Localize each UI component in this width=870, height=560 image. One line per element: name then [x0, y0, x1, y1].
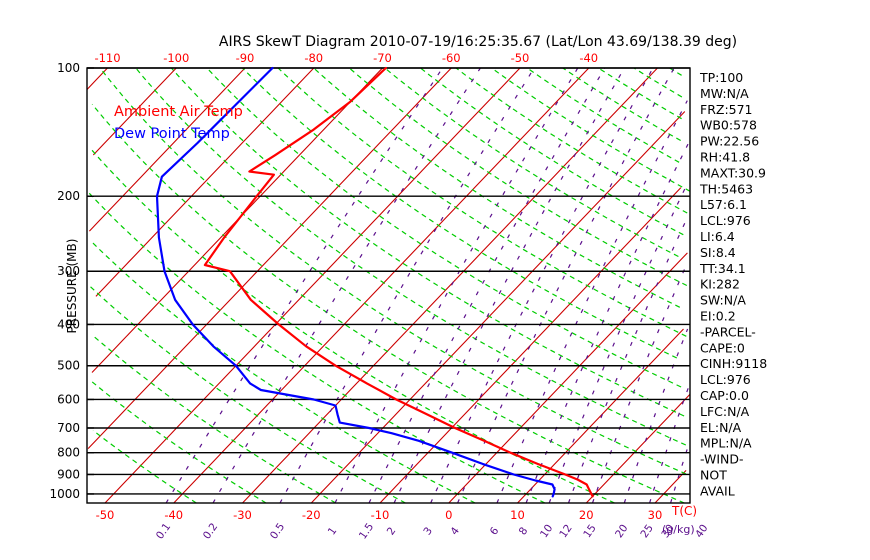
pressure-tick-label: 400	[57, 317, 80, 331]
info-panel-row: L57:6.1	[700, 197, 747, 212]
mixing-ratio-axis-label: (g/kg)	[662, 523, 695, 536]
temperature-axis-label: T(C)	[671, 504, 697, 518]
bottom-temperature-ticks: -50 -40 -30 -20 -10 0 10 20 30	[96, 508, 663, 522]
top-temperature-tick-label: -70	[373, 51, 392, 65]
info-panel-row: LFC:N/A	[700, 404, 750, 419]
bottom-temperature-tick-label: -10	[371, 508, 390, 522]
info-panel-row: RH:41.8	[700, 150, 750, 165]
info-panel-row: TH:5463	[699, 181, 753, 196]
pressure-tick-label: 200	[57, 189, 80, 203]
info-panel-row: LI:6.4	[700, 229, 735, 244]
info-panel: TP:100MW:N/AFRZ:571WB0:578PW:22.56RH:41.…	[699, 70, 767, 498]
bottom-temperature-tick-label: 20	[579, 508, 594, 522]
pressure-tick-label: 1000	[49, 487, 80, 501]
bottom-temperature-tick-label: -30	[233, 508, 252, 522]
info-panel-row: MW:N/A	[700, 86, 749, 101]
info-panel-row: LCL:976	[700, 213, 751, 228]
pressure-axis-label: PRESSURE (MB)	[65, 239, 79, 334]
bottom-temperature-tick-label: -40	[164, 508, 183, 522]
info-panel-row: NOT	[700, 468, 727, 483]
info-panel-row: WB0:578	[700, 118, 757, 133]
info-panel-row: PW:22.56	[700, 134, 759, 149]
top-temperature-tick-label: -40	[579, 51, 598, 65]
top-temperature-tick-label: -90	[236, 51, 255, 65]
legend-dewpoint-label: Dew Point Temp	[114, 126, 230, 142]
pressure-tick-label: 300	[57, 264, 80, 278]
sounding-profiles	[155, 66, 594, 498]
info-panel-row: -PARCEL-	[700, 324, 756, 339]
info-panel-row: EI:0.2	[700, 309, 736, 324]
bottom-temperature-tick-label: 10	[510, 508, 525, 522]
pressure-ticks: 100 200 300 400 500 600 700 800 900 1000	[49, 61, 94, 501]
info-panel-row: LCL:976	[700, 372, 751, 387]
pressure-tick-label: 700	[57, 421, 80, 435]
plot-frame	[86, 67, 691, 504]
pressure-tick-label: 800	[57, 446, 80, 460]
info-panel-row: SW:N/A	[700, 293, 746, 308]
top-temperature-tick-label: -50	[511, 51, 530, 65]
bottom-temperature-tick-label: -50	[96, 508, 115, 522]
sounding-profile-line	[155, 66, 556, 498]
pressure-tick-label: 100	[57, 61, 80, 75]
top-temperature-tick-label: -60	[442, 51, 461, 65]
info-panel-row: CAPE:0	[700, 340, 745, 355]
info-panel-row: MAXT:30.9	[700, 165, 766, 180]
bottom-temperature-tick-label: -20	[302, 508, 321, 522]
pressure-tick-label: 500	[57, 359, 80, 373]
info-panel-row: MPL:N/A	[700, 436, 752, 451]
sounding-profile-line	[203, 66, 594, 498]
page-title: AIRS SkewT Diagram 2010-07-19/16:25:35.6…	[219, 34, 737, 50]
top-temperature-tick-label: -80	[304, 51, 323, 65]
top-temperature-ticks: -110 -100 -90 -80 -70 -60 -50 -40	[94, 51, 598, 65]
info-panel-row: -WIND-	[700, 452, 744, 467]
info-panel-row: TT:34.1	[699, 261, 746, 276]
info-panel-row: CAP:0.0	[700, 388, 749, 403]
info-panel-row: TP:100	[699, 70, 743, 85]
top-temperature-tick-label: -100	[163, 51, 189, 65]
info-panel-row: AVAIL	[700, 483, 735, 498]
bottom-temperature-tick-label: 30	[648, 508, 663, 522]
mixing-ratio-grid	[165, 67, 691, 504]
pressure-tick-label: 600	[57, 392, 80, 406]
info-panel-row: EL:N/A	[700, 420, 742, 435]
pressure-tick-label: 900	[57, 467, 80, 481]
info-panel-row: KI:282	[700, 277, 740, 292]
top-temperature-tick-label: -110	[94, 51, 120, 65]
bottom-temperature-tick-label: 0	[445, 508, 452, 522]
info-panel-row: CINH:9118	[700, 356, 767, 371]
info-panel-row: FRZ:571	[700, 102, 753, 117]
info-panel-row: SI:8.4	[700, 245, 736, 260]
legend-ambient-label: Ambient Air Temp	[114, 104, 243, 120]
